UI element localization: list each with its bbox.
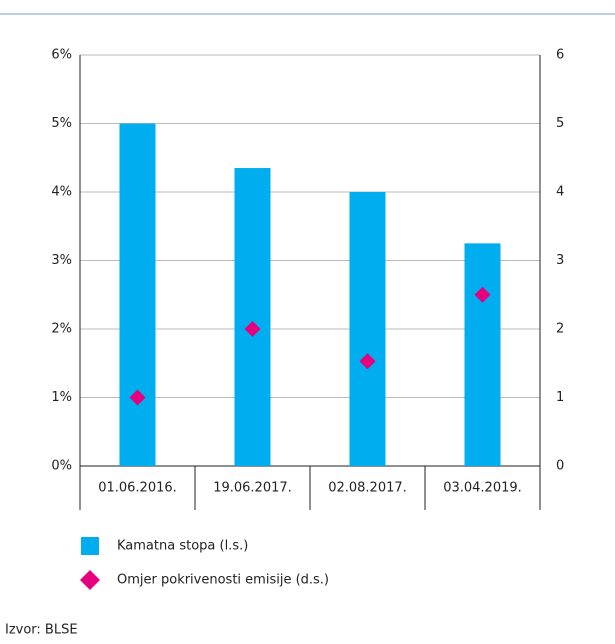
x-tick-label: 01.06.2016. bbox=[98, 481, 177, 496]
bar bbox=[234, 168, 271, 466]
y2-tick-label: 1 bbox=[556, 390, 564, 405]
y-tick-label: 2% bbox=[51, 322, 72, 337]
bar bbox=[464, 243, 501, 466]
diamond-marker bbox=[244, 321, 261, 337]
x-tick-label: 03.04.2019. bbox=[443, 481, 522, 496]
y2-tick-label: 4 bbox=[556, 185, 564, 200]
legend-label: Kamatna stopa (l.s.) bbox=[117, 539, 248, 554]
diamond-marker bbox=[474, 286, 491, 303]
x-tick-label: 19.06.2017. bbox=[213, 481, 292, 496]
bar bbox=[119, 123, 156, 466]
y2-tick-label: 5 bbox=[556, 116, 564, 131]
source: Izvor: BLSE bbox=[5, 623, 78, 638]
legend-swatch bbox=[80, 570, 100, 590]
y-tick-label: 4% bbox=[51, 185, 72, 200]
legend-swatch bbox=[81, 537, 99, 555]
y-tick-label: 1% bbox=[51, 390, 72, 405]
y-tick-label: 6% bbox=[51, 48, 72, 63]
legend-label: Omjer pokrivenosti emisije (d.s.) bbox=[117, 573, 329, 588]
x-tick-label: 02.08.2017. bbox=[328, 481, 407, 496]
y2-tick-label: 6 bbox=[556, 48, 564, 63]
y2-tick-label: 2 bbox=[556, 322, 564, 337]
y-tick-label: 5% bbox=[51, 116, 72, 131]
y-tick-label: 3% bbox=[51, 253, 72, 268]
y-tick-label: 0% bbox=[51, 459, 72, 474]
y2-tick-label: 3 bbox=[556, 253, 564, 268]
diamond-marker bbox=[129, 389, 146, 406]
y2-tick-label: 0 bbox=[556, 459, 564, 474]
bar bbox=[349, 192, 386, 466]
diamond-marker bbox=[359, 353, 376, 370]
